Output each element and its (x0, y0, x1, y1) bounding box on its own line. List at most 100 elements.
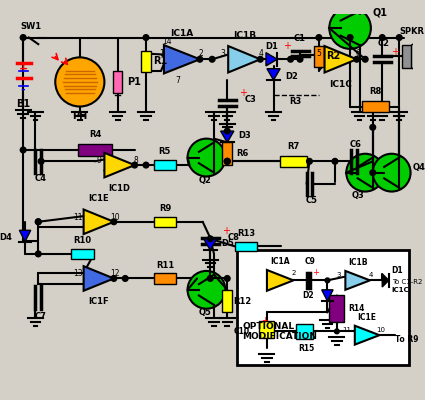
Text: 12: 12 (110, 269, 119, 278)
Text: 9: 9 (96, 156, 101, 165)
Bar (280, 156, 306, 166)
Bar (113, 70, 122, 93)
Circle shape (111, 219, 117, 225)
Bar (71, 249, 94, 259)
Text: R13: R13 (237, 229, 255, 238)
Text: C6: C6 (350, 140, 362, 149)
Circle shape (334, 329, 339, 334)
Text: D1: D1 (392, 266, 403, 276)
Circle shape (143, 35, 149, 40)
Bar (222, 290, 232, 312)
Polygon shape (221, 131, 234, 142)
Polygon shape (84, 266, 114, 291)
Text: C9: C9 (305, 257, 316, 266)
Polygon shape (382, 274, 389, 287)
Circle shape (346, 154, 384, 192)
Text: C7: C7 (34, 312, 46, 321)
Bar (153, 160, 176, 170)
Circle shape (224, 128, 230, 134)
Text: 14: 14 (162, 37, 172, 46)
Bar (235, 242, 258, 251)
Text: 5: 5 (317, 49, 321, 58)
Circle shape (373, 154, 411, 192)
Circle shape (316, 35, 322, 40)
Text: D2: D2 (303, 291, 314, 300)
Circle shape (35, 251, 41, 257)
Text: B1: B1 (16, 99, 30, 109)
Circle shape (325, 278, 330, 283)
Circle shape (38, 158, 44, 164)
Polygon shape (84, 210, 114, 234)
Bar (296, 324, 313, 339)
Bar (402, 45, 411, 68)
Text: C8: C8 (227, 233, 239, 242)
Text: D1: D1 (265, 42, 278, 50)
Text: 3: 3 (337, 272, 341, 278)
Text: SPKR: SPKR (399, 27, 424, 36)
Polygon shape (228, 46, 261, 72)
Bar (314, 46, 324, 67)
Text: D2: D2 (285, 72, 298, 81)
Text: 3: 3 (220, 49, 225, 58)
Text: Q1: Q1 (373, 8, 388, 18)
Circle shape (35, 219, 41, 225)
Text: R12: R12 (233, 297, 252, 306)
Text: 13: 13 (73, 269, 83, 278)
Bar (237, 250, 409, 366)
Polygon shape (267, 69, 280, 80)
Text: D5: D5 (221, 239, 235, 248)
Circle shape (224, 276, 230, 281)
Text: 2: 2 (198, 49, 203, 58)
Polygon shape (322, 290, 333, 301)
Text: PH: PH (72, 111, 88, 121)
Circle shape (380, 35, 385, 40)
Text: R8: R8 (369, 87, 382, 96)
Circle shape (354, 56, 360, 62)
Text: +: + (391, 47, 400, 57)
Polygon shape (204, 239, 217, 250)
Bar (363, 101, 389, 112)
Text: IC1C: IC1C (329, 80, 352, 89)
Text: D3: D3 (238, 131, 251, 140)
Bar (329, 296, 344, 322)
Text: To C1-R2: To C1-R2 (392, 279, 422, 285)
Text: R15: R15 (298, 344, 315, 353)
Polygon shape (105, 153, 135, 177)
Circle shape (187, 139, 225, 176)
Text: R14: R14 (348, 304, 365, 313)
Bar (141, 51, 151, 72)
Text: R10: R10 (74, 236, 92, 245)
Text: R3: R3 (289, 97, 301, 106)
Text: IC1E: IC1E (88, 194, 109, 203)
Text: IC1C: IC1C (392, 287, 409, 293)
Text: +: + (283, 41, 291, 51)
Text: IC1A: IC1A (170, 30, 193, 38)
Text: To R9: To R9 (395, 335, 419, 344)
Text: IC1A: IC1A (270, 257, 290, 266)
Circle shape (20, 147, 26, 153)
Text: C5: C5 (305, 196, 317, 206)
Bar (222, 142, 232, 165)
Circle shape (111, 276, 117, 281)
Text: R9: R9 (159, 204, 171, 213)
Bar (153, 217, 176, 226)
Circle shape (224, 158, 230, 164)
Text: +: + (238, 88, 246, 98)
Text: +: + (262, 316, 269, 324)
Text: C1: C1 (294, 34, 306, 43)
Circle shape (143, 162, 149, 168)
Text: IC1B: IC1B (348, 258, 367, 267)
Text: 11: 11 (342, 326, 351, 332)
Circle shape (35, 219, 41, 225)
Text: C4: C4 (34, 174, 46, 183)
Circle shape (297, 56, 303, 62)
Circle shape (363, 56, 368, 62)
Polygon shape (164, 45, 200, 74)
Circle shape (122, 276, 128, 281)
Text: R2: R2 (326, 52, 340, 62)
Text: R7: R7 (287, 142, 300, 151)
Polygon shape (267, 270, 293, 291)
Circle shape (20, 35, 26, 40)
Text: +: + (19, 64, 28, 74)
Text: IC1E: IC1E (357, 313, 377, 322)
